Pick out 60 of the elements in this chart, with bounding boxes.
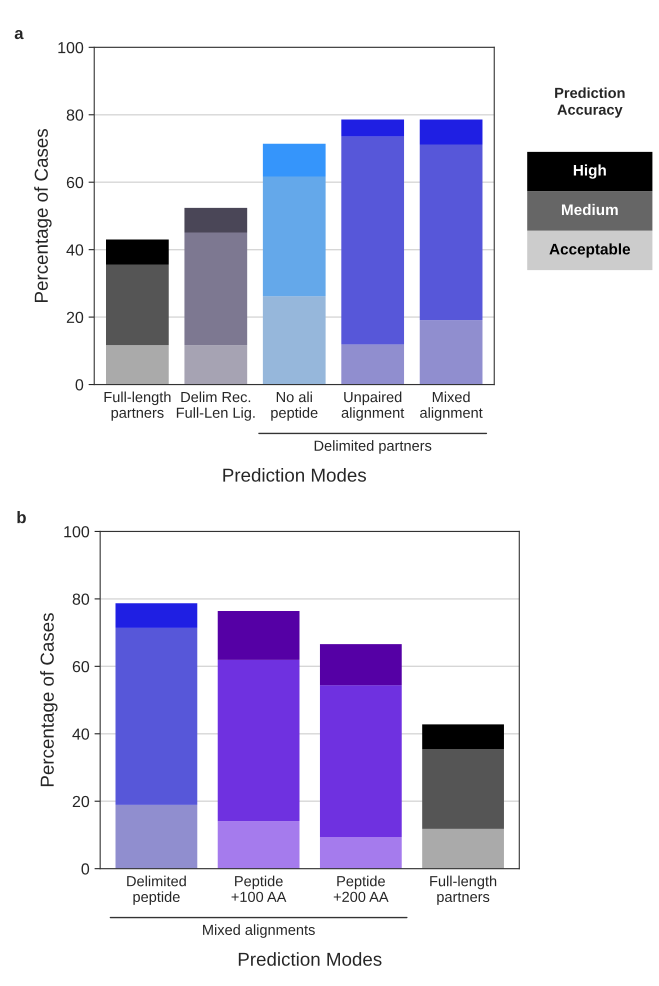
bar (420, 119, 482, 144)
bar (262, 296, 326, 385)
chart-title: a (14, 30, 24, 40)
bar (341, 344, 404, 385)
y-tick-label: 60 (66, 176, 84, 188)
bar (420, 320, 482, 385)
bar (422, 828, 504, 869)
y-tick-label: 0 (76, 379, 84, 390)
text: Medium (562, 204, 618, 216)
x-tick-label: Delimited peptide (127, 876, 186, 905)
bar (106, 240, 169, 264)
bar (106, 264, 169, 346)
y-tick-label: 80 (66, 109, 84, 121)
text: Mixed alignments (203, 924, 315, 938)
bar (116, 628, 198, 805)
y-tick-label: 100 (64, 526, 90, 538)
bar (116, 603, 198, 628)
x-tick-label: Unpaired alignment (342, 391, 404, 421)
legend-title: Prediction Accuracy (555, 87, 625, 118)
y-tick-label: 60 (72, 660, 90, 672)
bar (420, 144, 482, 320)
bar (320, 685, 402, 837)
bar (422, 724, 504, 750)
bar (422, 749, 504, 829)
bar (116, 804, 198, 869)
y-tick-label: 20 (66, 312, 84, 324)
text: Acceptable (549, 243, 630, 258)
x-tick-label: Full-length partners (430, 876, 496, 905)
y-tick-label: 40 (72, 728, 90, 740)
x-tick-label: No ali peptide (271, 391, 318, 421)
x-tick-label: Peptide +200 AA (334, 876, 389, 902)
y-axis-title: Percentage of Cases (34, 129, 52, 302)
bar (184, 345, 248, 385)
bar (341, 119, 404, 136)
x-axis-title: Prediction Modes (238, 952, 382, 966)
bar (262, 176, 326, 296)
bar (320, 836, 402, 869)
bar (218, 660, 300, 822)
y-tick-label: 0 (81, 863, 90, 875)
y-axis-title: Percentage of Cases (40, 613, 58, 786)
text: Delimited partners (314, 440, 432, 454)
bar (262, 144, 326, 176)
bar (218, 611, 300, 660)
text: High (574, 164, 606, 179)
x-axis-title: Prediction Modes (223, 468, 366, 482)
bar (320, 644, 402, 686)
x-tick-label: Mixed alignment (420, 391, 483, 421)
chart-title: b (17, 511, 26, 524)
x-tick-label: Peptide +100 AA (232, 876, 286, 902)
bar (184, 208, 248, 232)
bar (184, 232, 248, 346)
x-tick-label: Full-length partners (104, 391, 170, 421)
x-tick-label: Delim Rec. Full-Len Lig. (176, 391, 255, 421)
y-tick-label: 40 (66, 244, 84, 256)
y-tick-label: 80 (72, 594, 90, 605)
bar (341, 136, 404, 344)
y-tick-label: 100 (58, 42, 84, 54)
y-tick-label: 20 (72, 796, 90, 808)
bar (106, 345, 169, 385)
bar (218, 821, 300, 869)
